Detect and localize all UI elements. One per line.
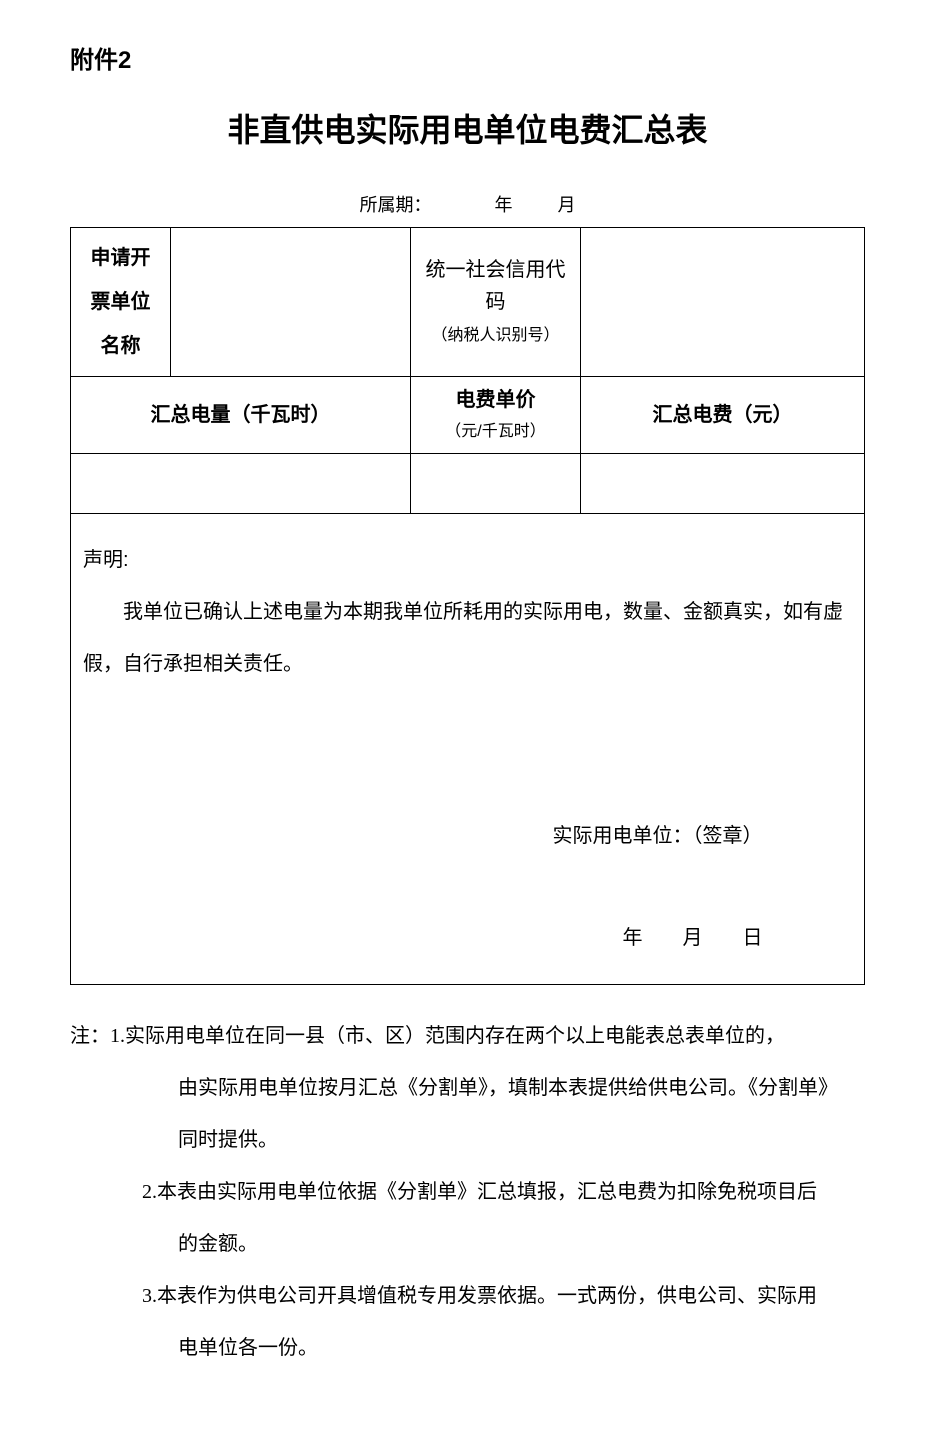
- notes-section: 注：1.实际用电单位在同一县（市、区）范围内存在两个以上电能表总表单位的， 由实…: [70, 1010, 865, 1374]
- date-line: 年 月 日: [83, 912, 852, 964]
- credit-code-label: 统一社会信用代码 （纳税人识别号）: [411, 228, 581, 377]
- credit-code-label-main: 统一社会信用代码: [426, 259, 566, 313]
- period-line: 所属期： 年 月: [70, 191, 865, 217]
- period-month-suffix: 月: [558, 195, 576, 215]
- unit-price-sub: （元/千瓦时）: [445, 423, 545, 440]
- unit-price-value: [411, 454, 581, 514]
- header-row: 汇总电量（千瓦时） 电费单价 （元/千瓦时） 汇总电费（元）: [71, 377, 865, 454]
- note-3-cont: 电单位各一份。: [70, 1322, 865, 1374]
- period-month-gap: [517, 195, 553, 215]
- credit-code-value: [581, 228, 865, 377]
- declaration-label: 声明:: [83, 534, 852, 586]
- note-1-text: 1.实际用电单位在同一县（市、区）范围内存在两个以上电能表总表单位的，: [110, 1025, 785, 1047]
- total-fee-header: 汇总电费（元）: [581, 377, 865, 454]
- note-1-cont: 由实际用电单位按月汇总《分割单》，填制本表提供给供电公司。《分割单》: [70, 1062, 865, 1114]
- applicant-label: 申请开票单位名称: [71, 228, 171, 377]
- applicant-row: 申请开票单位名称 统一社会信用代码 （纳税人识别号）: [71, 228, 865, 377]
- applicant-value: [171, 228, 411, 377]
- total-qty-value: [71, 454, 411, 514]
- unit-price-header: 电费单价 （元/千瓦时）: [411, 377, 581, 454]
- period-label: 所属期：: [360, 195, 432, 215]
- total-qty-header: 汇总电量（千瓦时）: [71, 377, 411, 454]
- period-year-suffix: 年: [495, 195, 513, 215]
- declaration-cell: 声明: 我单位已确认上述电量为本期我单位所耗用的实际用电，数量、金额真实，如有虚…: [71, 514, 865, 985]
- attachment-label: 附件2: [70, 40, 865, 75]
- signature-line: 实际用电单位：（签章）: [83, 810, 852, 862]
- total-fee-value: [581, 454, 865, 514]
- value-row: [71, 454, 865, 514]
- document-title: 非直供电实际用电单位电费汇总表: [70, 105, 865, 151]
- note-2-cont: 的金额。: [70, 1218, 865, 1270]
- declaration-row: 声明: 我单位已确认上述电量为本期我单位所耗用的实际用电，数量、金额真实，如有虚…: [71, 514, 865, 985]
- unit-price-main: 电费单价: [456, 389, 536, 411]
- note-item-3: 3.本表作为供电公司开具增值税专用发票依据。一式两份，供电公司、实际用: [70, 1270, 865, 1322]
- declaration-body: 我单位已确认上述电量为本期我单位所耗用的实际用电，数量、金额真实，如有虚假，自行…: [83, 586, 852, 690]
- notes-prefix: 注：: [70, 1025, 110, 1047]
- period-year-gap: [436, 195, 490, 215]
- summary-table: 申请开票单位名称 统一社会信用代码 （纳税人识别号） 汇总电量（千瓦时） 电费单…: [70, 227, 865, 985]
- note-item-1: 注：1.实际用电单位在同一县（市、区）范围内存在两个以上电能表总表单位的，: [70, 1010, 865, 1062]
- note-1-cont2: 同时提供。: [70, 1114, 865, 1166]
- note-item-2: 2.本表由实际用电单位依据《分割单》汇总填报，汇总电费为扣除免税项目后: [70, 1166, 865, 1218]
- credit-code-label-sub: （纳税人识别号）: [431, 327, 559, 344]
